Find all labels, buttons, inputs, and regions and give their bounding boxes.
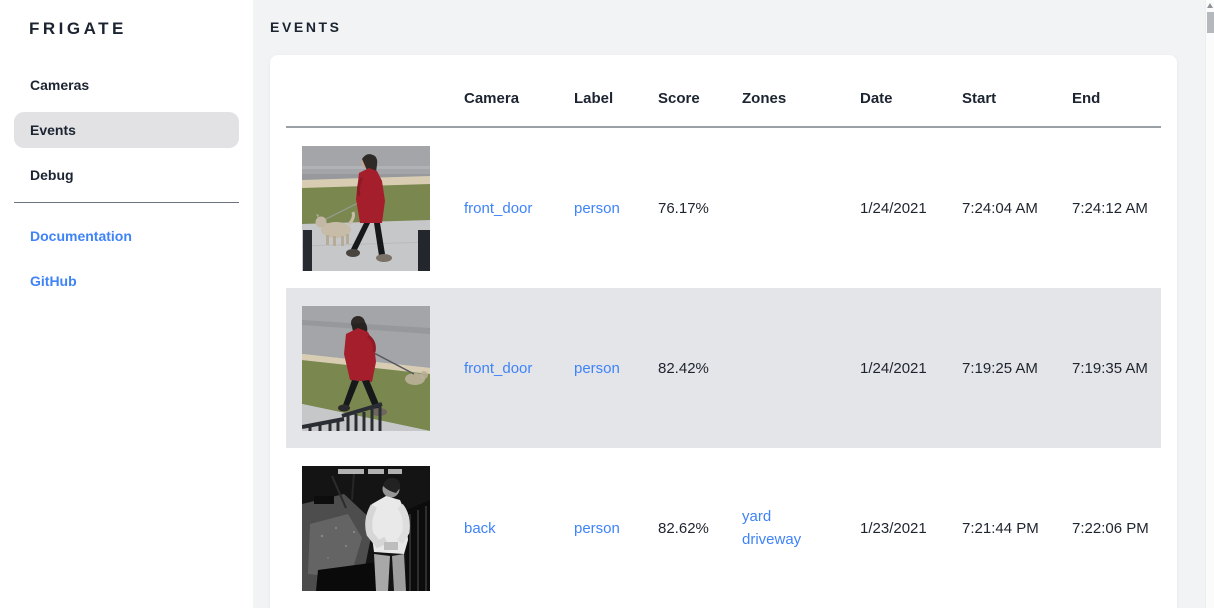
- main-content: EVENTS Camera Label Score Zones Date Sta…: [253, 0, 1214, 608]
- event-date: 1/24/2021: [860, 199, 927, 217]
- column-header-zones: Zones: [742, 90, 787, 107]
- event-camera-link[interactable]: back: [464, 519, 496, 537]
- event-row-3[interactable]: back person 82.62% yard driveway 1/23/20…: [286, 448, 1161, 608]
- sidebar-item-debug[interactable]: Debug: [30, 167, 74, 183]
- event-end-time: 7:19:35 AM: [1072, 359, 1148, 377]
- event-zones: yard driveway: [742, 508, 860, 548]
- scrollbar-up-arrow-icon[interactable]: [1207, 3, 1213, 8]
- event-start-time: 7:24:04 AM: [962, 199, 1038, 217]
- event-start-time: 7:21:44 PM: [962, 519, 1039, 537]
- event-zone-link-driveway[interactable]: driveway: [742, 531, 802, 548]
- page-title: EVENTS: [270, 19, 342, 35]
- event-score: 82.62%: [658, 519, 709, 537]
- sidebar: FRIGATE Cameras Events Debug Documentati…: [0, 0, 253, 608]
- event-camera-link[interactable]: front_door: [464, 199, 533, 217]
- event-date: 1/24/2021: [860, 359, 927, 377]
- event-score: 82.42%: [658, 359, 709, 377]
- events-table-header: Camera Label Score Zones Date Start End: [286, 55, 1161, 128]
- sidebar-item-cameras[interactable]: Cameras: [30, 77, 90, 93]
- event-thumbnail-night-ir-man[interactable]: [302, 465, 430, 591]
- event-score: 76.17%: [658, 199, 709, 217]
- vertical-scrollbar[interactable]: [1205, 0, 1214, 608]
- event-end-time: 7:22:06 PM: [1072, 519, 1149, 537]
- column-header-camera: Camera: [464, 90, 520, 107]
- event-row-1[interactable]: front_door person 76.17% 1/24/2021 7:24:…: [286, 128, 1161, 288]
- column-header-start: Start: [962, 90, 997, 107]
- event-row-2[interactable]: front_door person 82.42% 1/24/2021 7:19:…: [286, 288, 1161, 448]
- sidebar-link-github[interactable]: GitHub: [30, 273, 77, 289]
- event-label-link[interactable]: person: [574, 199, 620, 217]
- event-zone-link-yard[interactable]: yard: [742, 508, 772, 525]
- event-thumbnail-woman-red-hoodie-dog[interactable]: [302, 305, 430, 431]
- sidebar-item-events[interactable]: Events: [14, 112, 239, 148]
- app-logo: FRIGATE: [29, 19, 127, 38]
- sidebar-divider: [14, 202, 239, 203]
- column-header-date: Date: [860, 90, 893, 107]
- event-label-link[interactable]: person: [574, 519, 620, 537]
- scrollbar-thumb[interactable]: [1207, 12, 1214, 33]
- events-card: Camera Label Score Zones Date Start End: [270, 55, 1177, 608]
- event-thumbnail-woman-red-coat-dog[interactable]: [302, 145, 430, 271]
- column-header-label: Label: [574, 90, 614, 107]
- event-camera-link[interactable]: front_door: [464, 359, 533, 377]
- event-end-time: 7:24:12 AM: [1072, 199, 1148, 217]
- column-header-score: Score: [658, 90, 700, 107]
- column-header-end: End: [1072, 90, 1101, 107]
- sidebar-nav: Cameras Events Debug: [0, 67, 253, 193]
- sidebar-link-documentation[interactable]: Documentation: [30, 228, 132, 244]
- event-label-link[interactable]: person: [574, 359, 620, 377]
- event-date: 1/23/2021: [860, 519, 927, 537]
- event-start-time: 7:19:25 AM: [962, 359, 1038, 377]
